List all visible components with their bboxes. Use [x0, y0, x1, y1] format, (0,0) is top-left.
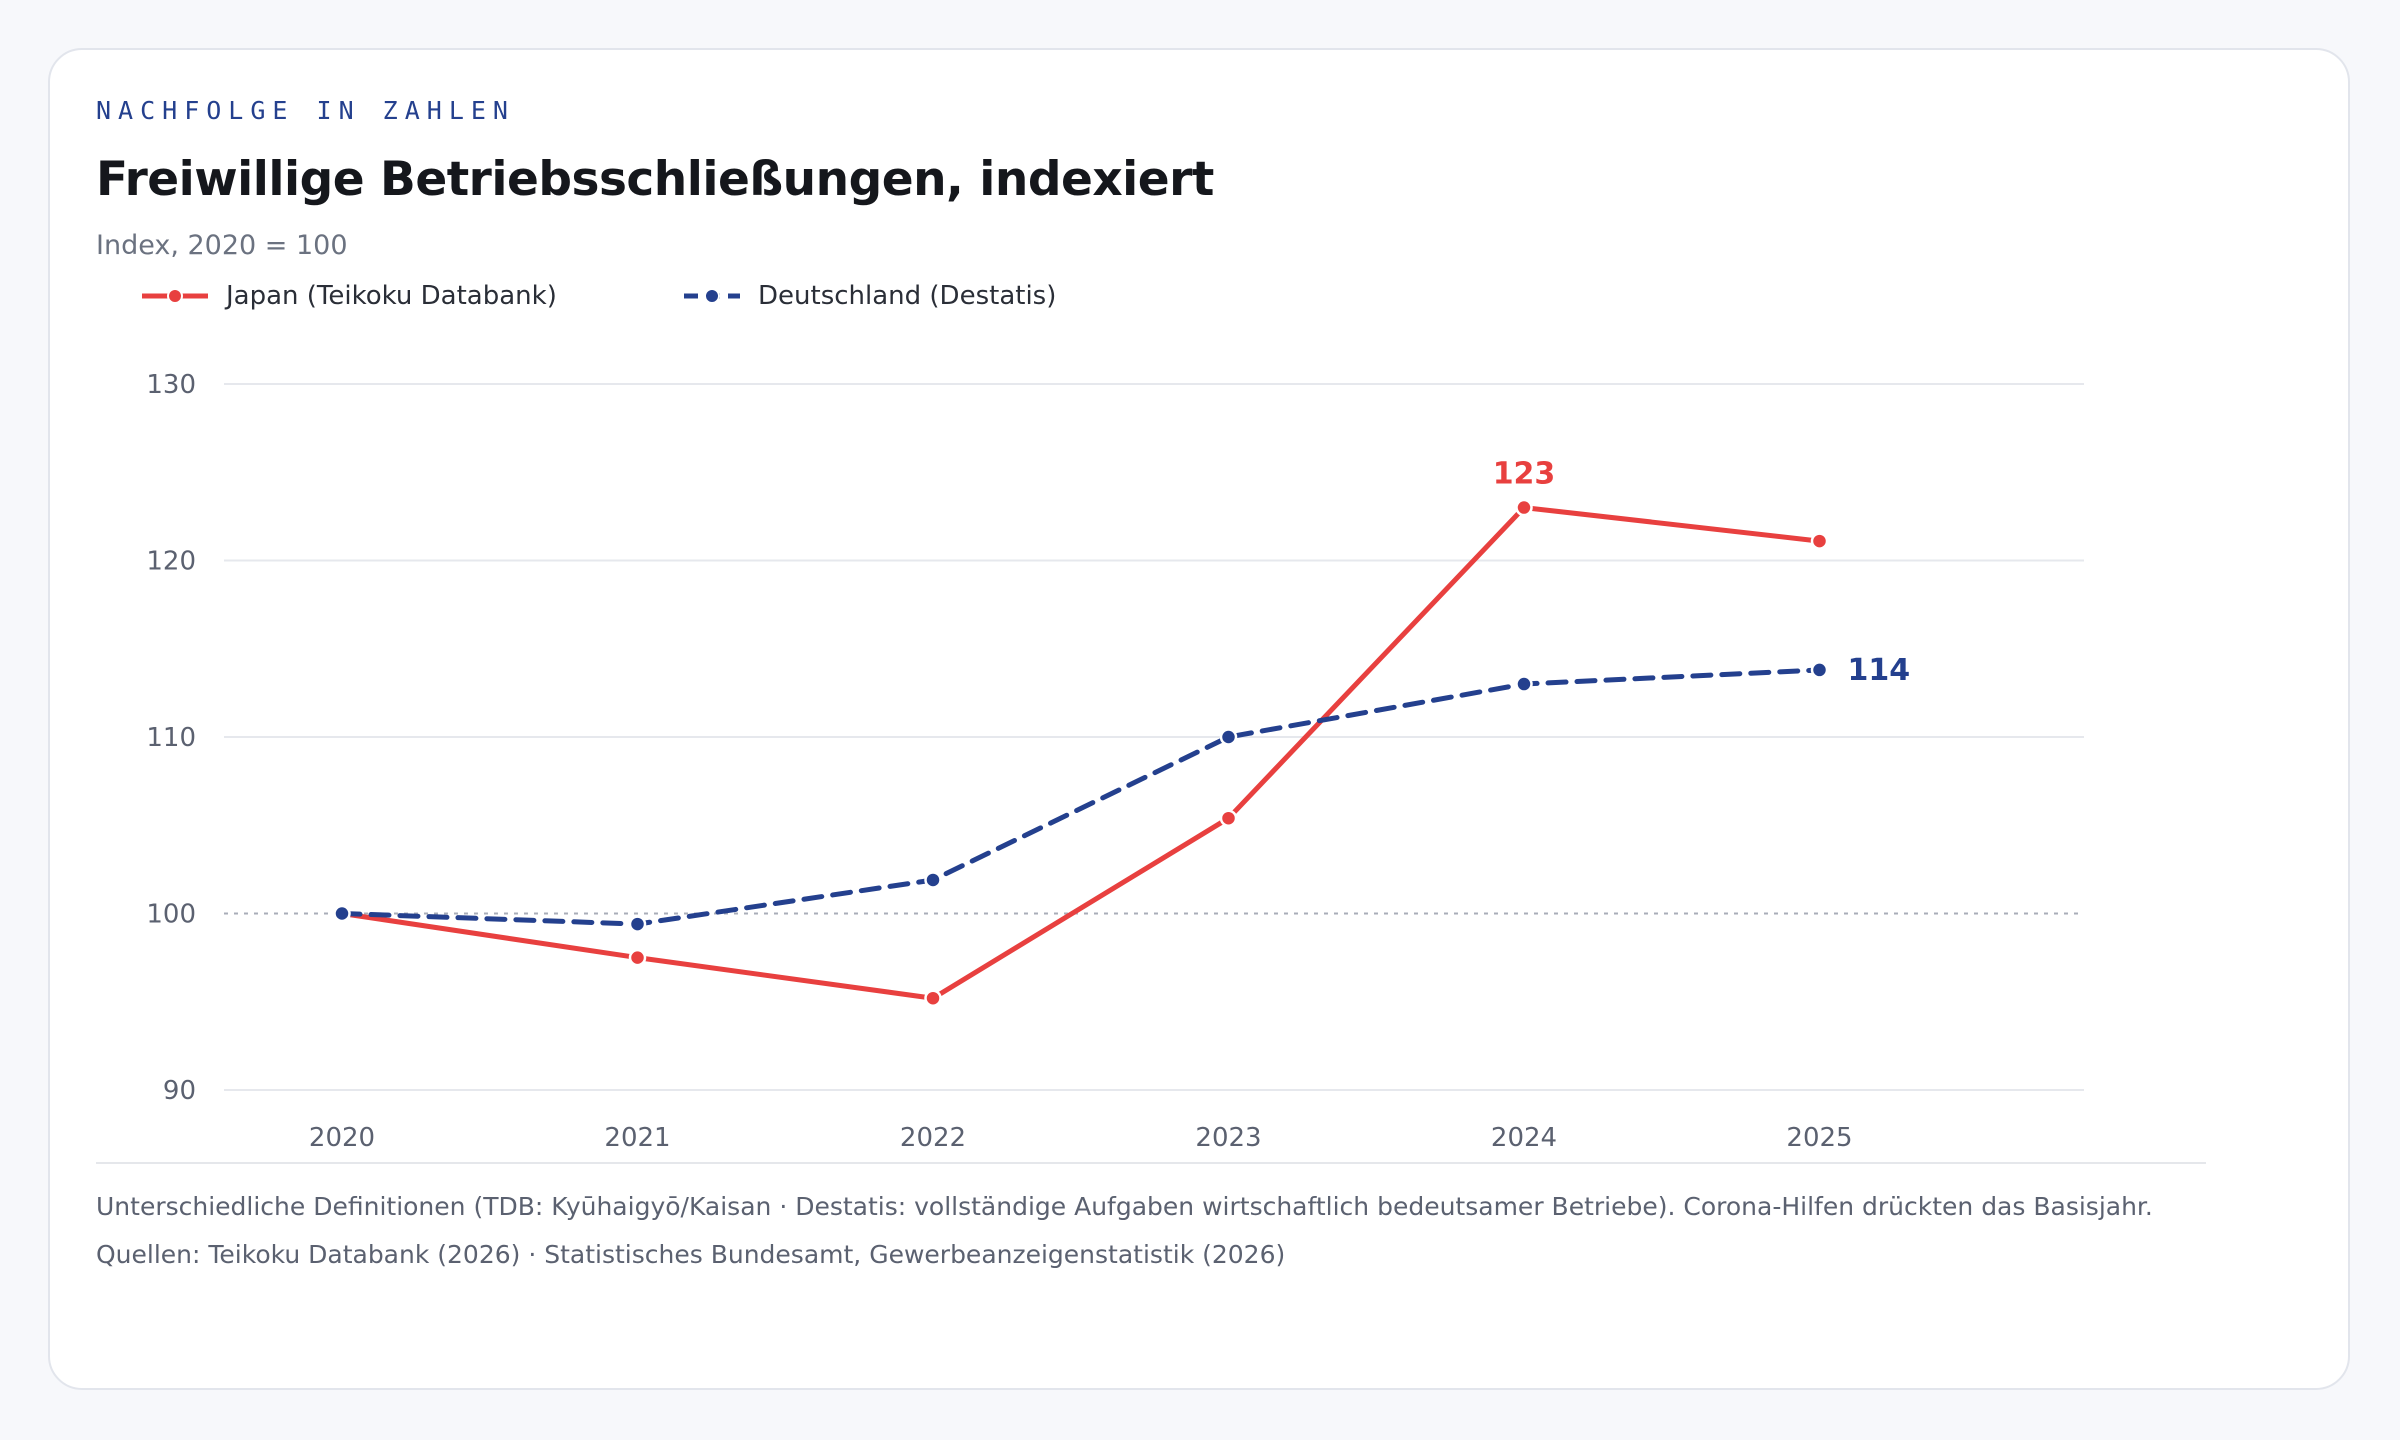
legend-item-japan: Japan (Teikoku Databank) [142, 276, 557, 316]
x-tick-label: 2025 [1786, 1123, 1852, 1153]
chart-card [48, 48, 2350, 1390]
data-point [1219, 809, 1238, 827]
y-tick-label: 120 [146, 547, 196, 577]
data-point [924, 871, 942, 889]
chart-title: Freiwillige Betriebsschließungen, indexi… [96, 152, 1214, 207]
data-point [1810, 532, 1829, 550]
x-tick-label: 2023 [1195, 1123, 1261, 1153]
series-line-1 [339, 667, 1822, 927]
data-point [1810, 661, 1829, 679]
kicker: NACHFOLGE IN ZAHLEN [96, 96, 515, 125]
legend-label-deutschland: Deutschland (Destatis) [758, 281, 1057, 311]
legend-label-japan: Japan (Teikoku Databank) [226, 281, 557, 311]
data-point [333, 904, 351, 923]
annotation-layer: 123 114 [1493, 457, 1910, 688]
x-tick-label: 2022 [900, 1123, 966, 1153]
y-tick-label: 110 [146, 723, 196, 753]
data-point [1219, 728, 1238, 746]
legend-swatch-deutschland [684, 288, 740, 304]
footnote: Unterschiedliche Definitionen (TDB: Kyūh… [96, 1192, 2153, 1221]
legend-item-deutschland: Deutschland (Destatis) [684, 276, 1056, 316]
series-line-0 [339, 505, 1822, 1001]
y-tick-label: 100 [146, 900, 196, 930]
data-point [628, 915, 647, 933]
y-tick-label: 90 [163, 1076, 196, 1106]
sources: Quellen: Teikoku Databank (2026) · Stati… [96, 1240, 1286, 1269]
series-layer [333, 498, 1829, 1007]
x-tick-label: 2020 [309, 1123, 375, 1153]
footer-divider [96, 1162, 2206, 1164]
y-tick-label: 130 [146, 370, 196, 400]
data-point [628, 948, 647, 967]
x-tick-label: 2021 [604, 1123, 670, 1153]
data-label: 114 [1848, 653, 1911, 688]
data-label: 123 [1493, 457, 1556, 492]
axis-layer: 90 100 110 120 130 2020 2021 2022 2023 2024 2025 [146, 370, 1852, 1153]
x-tick-label: 2024 [1491, 1123, 1557, 1153]
legend-swatch-japan [142, 288, 208, 304]
chart-subtitle: Index, 2020 = 100 [96, 230, 348, 261]
data-point [1515, 675, 1533, 693]
grid-layer [224, 383, 2084, 1091]
data-point [1515, 498, 1533, 517]
data-point [924, 989, 942, 1007]
